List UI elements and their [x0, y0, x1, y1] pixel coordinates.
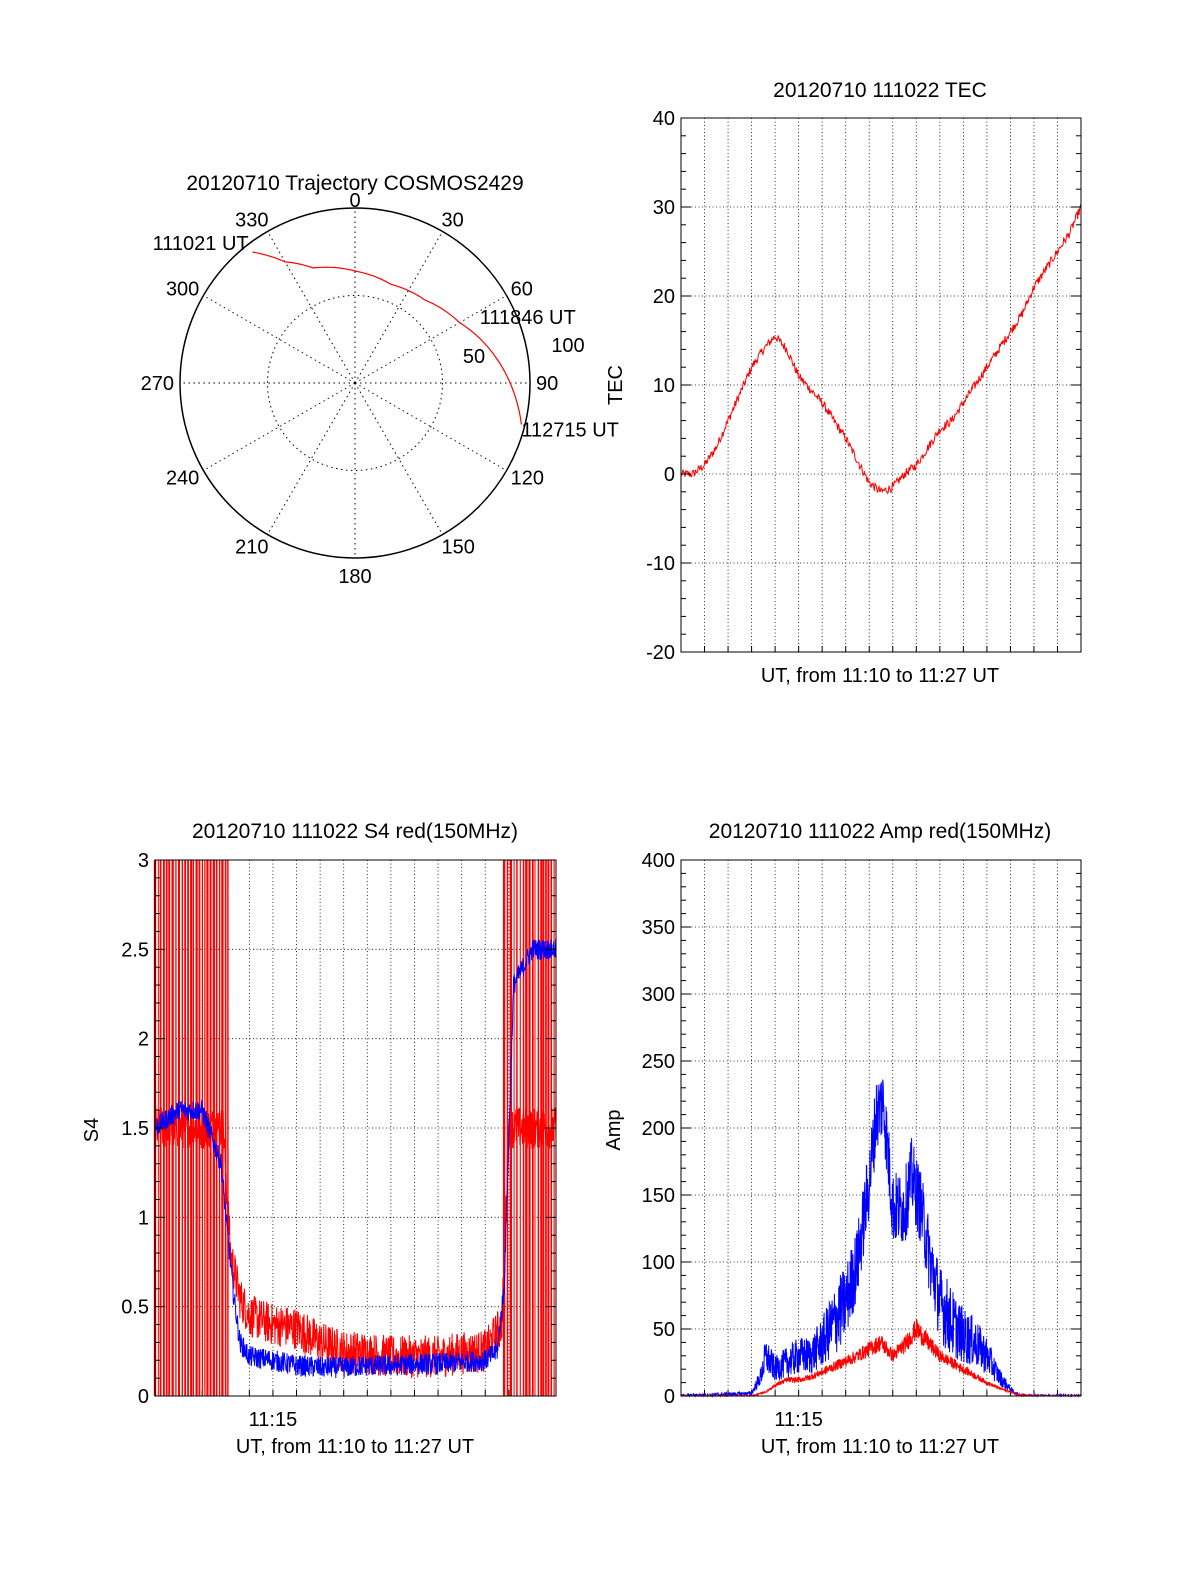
tec-x-axis-label: UT, from 11:10 to 11:27 UT [761, 665, 999, 687]
tec-series [680, 203, 1082, 495]
polar-time-annotation: 111021 UT [153, 233, 249, 255]
tec-y-tick-label: 10 [653, 375, 675, 397]
tec-title: 20120710 111022 TEC [773, 79, 987, 102]
tec-y-ticks: -20 -10 0 10 20 30 40 [646, 108, 1081, 664]
amp-y-ticks: 0 50 100 150 200 250 300 350 400 [642, 850, 1081, 1408]
polar-azimuth-label: 180 [338, 566, 371, 588]
tec-chart: 20120710 111022 TEC -20 -10 0 10 20 30 40 UT, … [605, 79, 1082, 687]
polar-azimuth-label: 150 [442, 537, 475, 559]
polar-azimuth-label: 270 [141, 373, 174, 395]
polar-azimuth-label: 60 [511, 279, 533, 301]
polar-radial-label: 100 [551, 335, 584, 357]
polar-spoke [267, 382, 356, 535]
polar-radial-labels: 50 100 [463, 335, 585, 368]
amp-x-tick-label: 11:15 [774, 1409, 823, 1431]
s4-y-tick-label: 0.5 [121, 1297, 149, 1319]
s4-y-ticks: 0 0.5 1 1.5 2 2.5 3 [121, 850, 556, 1408]
polar-grid [180, 208, 530, 558]
polar-spoke [354, 231, 443, 384]
polar-azimuth-label: 90 [536, 373, 558, 395]
amp-y-axis-label: Amp [603, 1109, 625, 1150]
polar-spoke [354, 295, 507, 384]
polar-radial-label: 50 [463, 346, 485, 368]
s4-x-tick-label: 11:15 [249, 1409, 298, 1431]
polar-trajectory-line [252, 251, 522, 425]
polar-spoke [354, 382, 443, 535]
amp-y-tick-label: 50 [653, 1319, 675, 1341]
s4-series-line [154, 938, 557, 1379]
tec-y-tick-label: 0 [664, 464, 675, 486]
amp-series [680, 1079, 1082, 1398]
polar-spoke [203, 382, 356, 471]
amp-title: 20120710 111022 Amp red(150MHz) [709, 820, 1051, 843]
polar-time-annotation: 111846 UT [480, 307, 576, 329]
amp-y-tick-label: 150 [642, 1185, 675, 1207]
polar-chart: 20120710 Trajectory COSMOS2429 0 30 60 90 12… [141, 172, 619, 588]
amp-y-tick-label: 200 [642, 1118, 675, 1140]
polar-spoke [354, 382, 507, 471]
tec-series-line [680, 203, 1082, 495]
s4-y-tick-label: 1 [138, 1207, 149, 1229]
tec-grid [681, 118, 1081, 652]
amp-y-tick-label: 0 [664, 1386, 675, 1408]
s4-y-tick-label: 2.5 [121, 939, 149, 961]
polar-outer-ring [179, 207, 531, 559]
tec-y-tick-label: -20 [646, 642, 675, 664]
amp-x-ticks: 11:15 [774, 1409, 823, 1431]
s4-title: 20120710 111022 S4 red(150MHz) [192, 820, 518, 843]
amp-y-tick-label: 400 [642, 850, 675, 872]
s4-y-tick-label: 2 [138, 1029, 149, 1051]
s4-y-tick-label: 1.5 [121, 1118, 149, 1140]
polar-azimuth-label: 240 [166, 468, 199, 490]
polar-azimuth-label: 210 [235, 537, 268, 559]
s4-x-ticks: 11:15 [249, 1409, 298, 1431]
tec-y-tick-label: -10 [646, 553, 675, 575]
amp-series-line [680, 1318, 1082, 1398]
tec-y-tick-label: 20 [653, 286, 675, 308]
tec-y-tick-label: 40 [653, 108, 675, 130]
polar-azimuth-labels: 0 30 60 90 120 150 180 210 240 270 300 330 [141, 190, 559, 588]
polar-spoke [203, 295, 356, 384]
polar-azimuth-label: 0 [349, 190, 360, 212]
tec-y-tick-label: 30 [653, 197, 675, 219]
amp-y-tick-label: 300 [642, 984, 675, 1006]
polar-time-annotation: 112715 UT [521, 419, 618, 441]
s4-chart: 20120710 111022 S4 red(150MHz) 0 0.5 1 1.5 2… [81, 820, 557, 1458]
polar-azimuth-label: 120 [511, 468, 544, 490]
s4-y-tick-label: 3 [138, 850, 149, 872]
s4-x-axis-label: UT, from 11:10 to 11:27 UT [236, 1436, 474, 1458]
amp-series-line [680, 1079, 1082, 1398]
s4-y-axis-label: S4 [81, 1118, 103, 1142]
amp-y-tick-label: 100 [642, 1252, 675, 1274]
amp-y-tick-label: 350 [642, 917, 675, 939]
polar-azimuth-label: 30 [442, 209, 464, 231]
polar-title: 20120710 Trajectory COSMOS2429 [186, 172, 523, 195]
tec-y-axis-label: TEC [605, 365, 627, 405]
polar-spoke [267, 231, 356, 384]
polar-azimuth-label: 300 [166, 279, 199, 301]
polar-annotations: 111021 UT 111846 UT 112715 UT [153, 233, 619, 441]
s4-y-tick-label: 0 [138, 1386, 149, 1408]
amp-chart: 20120710 111022 Amp red(150MHz) 0 50 100 15… [603, 820, 1082, 1458]
polar-ring [267, 295, 443, 471]
amp-y-tick-label: 250 [642, 1051, 675, 1073]
polar-azimuth-label: 330 [235, 209, 268, 231]
amp-x-axis-label: UT, from 11:10 to 11:27 UT [761, 1436, 999, 1458]
